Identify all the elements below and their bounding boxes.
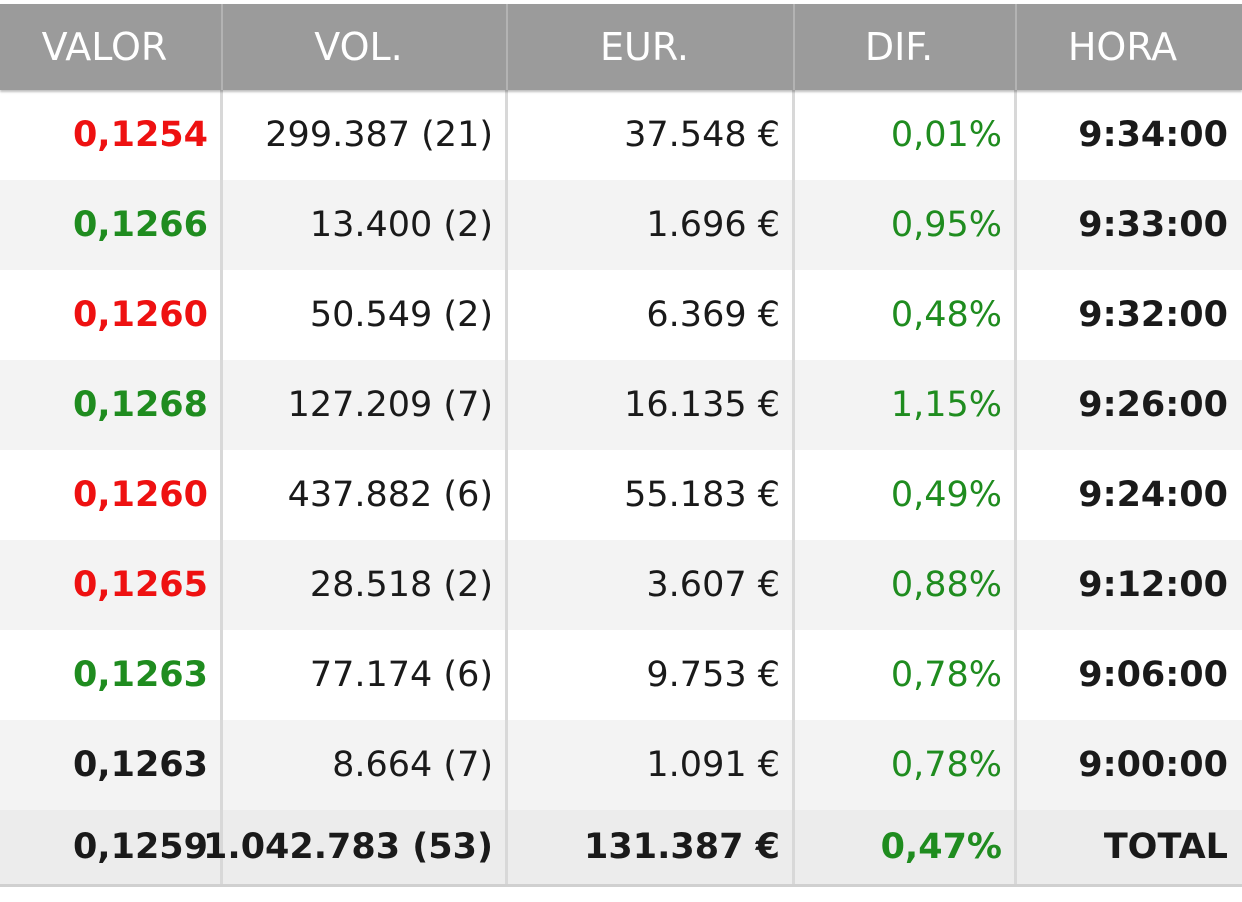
cell-hora: 9:00:00 — [1078, 745, 1228, 785]
cell-vol: 299.387 (21) — [223, 90, 508, 180]
cell-valor: 0,1265 — [0, 540, 223, 630]
cell-dif: 1,15% — [795, 360, 1017, 450]
cell-dif: 0,49% — [795, 450, 1017, 540]
cell-valor: 0,1266 — [0, 180, 223, 270]
cell-hora: 9:12:00 — [1078, 565, 1228, 605]
cell-hora: 9:33:00 — [1078, 205, 1228, 245]
cell-vol: 77.174 (6) — [223, 630, 508, 720]
cell-dif: 0,01% — [795, 90, 1017, 180]
cell-eur: 55.183 € — [508, 450, 795, 540]
table-row: 0,1260 437.882 (6) 55.183 €0,49% 9:24:00 — [0, 450, 1242, 540]
cell-vol: 50.549 (2) — [223, 270, 508, 360]
cell-hora: 9:24:00 — [1078, 475, 1228, 515]
cell-valor: 0,1254 — [0, 90, 223, 180]
cell-valor: 0,1260 — [0, 450, 223, 540]
header-valor[interactable]: VALOR — [0, 4, 223, 90]
cell-dif: 0,78% — [795, 720, 1017, 810]
cell-eur: 9.753 € — [508, 630, 795, 720]
header-hora[interactable]: HORA — [1067, 25, 1178, 69]
cell-dif: 0,88% — [795, 540, 1017, 630]
cell-vol: 437.882 (6) — [223, 450, 508, 540]
cell-vol: 8.664 (7) — [223, 720, 508, 810]
cell-hora: 9:34:00 — [1078, 115, 1228, 155]
cell-valor: 0,1263 — [0, 720, 223, 810]
trades-table: VALOR VOL. EUR. DIF. HORA 0,1254 299.387 … — [0, 4, 1242, 902]
cell-dif: 0,48% — [795, 270, 1017, 360]
table-header: VALOR VOL. EUR. DIF. HORA — [0, 4, 1242, 90]
cell-valor: 0,1260 — [0, 270, 223, 360]
table-row: 0,1266 13.400 (2) 1.696 €0,95% 9:33:00 — [0, 180, 1242, 270]
table-row: 0,1260 50.549 (2) 6.369 €0,48% 9:32:00 — [0, 270, 1242, 360]
cell-valor: 0,1268 — [0, 360, 223, 450]
table-row: 0,1265 28.518 (2) 3.607 €0,88% 9:12:00 — [0, 540, 1242, 630]
cell-hora: 9:26:00 — [1078, 385, 1228, 425]
cell-eur: 3.607 € — [508, 540, 795, 630]
table-row: 0,1268 127.209 (7) 16.135 €1,15% 9:26:00 — [0, 360, 1242, 450]
cell-hora: 9:06:00 — [1078, 655, 1228, 695]
cell-vol: 13.400 (2) — [223, 180, 508, 270]
cell-vol: 127.209 (7) — [223, 360, 508, 450]
total-row: 0,1259 1.042.783 (53) 131.387 € 0,47% TO… — [0, 810, 1242, 887]
cell-dif: 0,95% — [795, 180, 1017, 270]
total-hora: TOTAL — [1103, 827, 1228, 867]
total-eur: 131.387 € — [508, 810, 795, 884]
cell-eur: 16.135 € — [508, 360, 795, 450]
cell-hora: 9:32:00 — [1078, 295, 1228, 335]
table-row: 0,1263 77.174 (6) 9.753 €0,78% 9:06:00 — [0, 630, 1242, 720]
table-row: 0,1263 8.664 (7) 1.091 €0,78% 9:00:00 — [0, 720, 1242, 810]
cell-vol: 28.518 (2) — [223, 540, 508, 630]
header-vol[interactable]: VOL. — [223, 4, 508, 90]
cell-dif: 0,78% — [795, 630, 1017, 720]
header-dif[interactable]: DIF. — [795, 4, 1017, 90]
header-eur[interactable]: EUR. — [508, 4, 795, 90]
table-row: 0,1254 299.387 (21) 37.548 €0,01% 9:34:00 — [0, 90, 1242, 180]
cell-valor: 0,1263 — [0, 630, 223, 720]
total-valor: 0,1259 — [0, 810, 223, 884]
cell-eur: 1.091 € — [508, 720, 795, 810]
cell-eur: 1.696 € — [508, 180, 795, 270]
total-vol: 1.042.783 (53) — [203, 810, 508, 884]
total-dif: 0,47% — [795, 810, 1017, 884]
cell-eur: 6.369 € — [508, 270, 795, 360]
cell-eur: 37.548 € — [508, 90, 795, 180]
table-body: 0,1254 299.387 (21) 37.548 €0,01% 9:34:00 0,… — [0, 90, 1242, 810]
